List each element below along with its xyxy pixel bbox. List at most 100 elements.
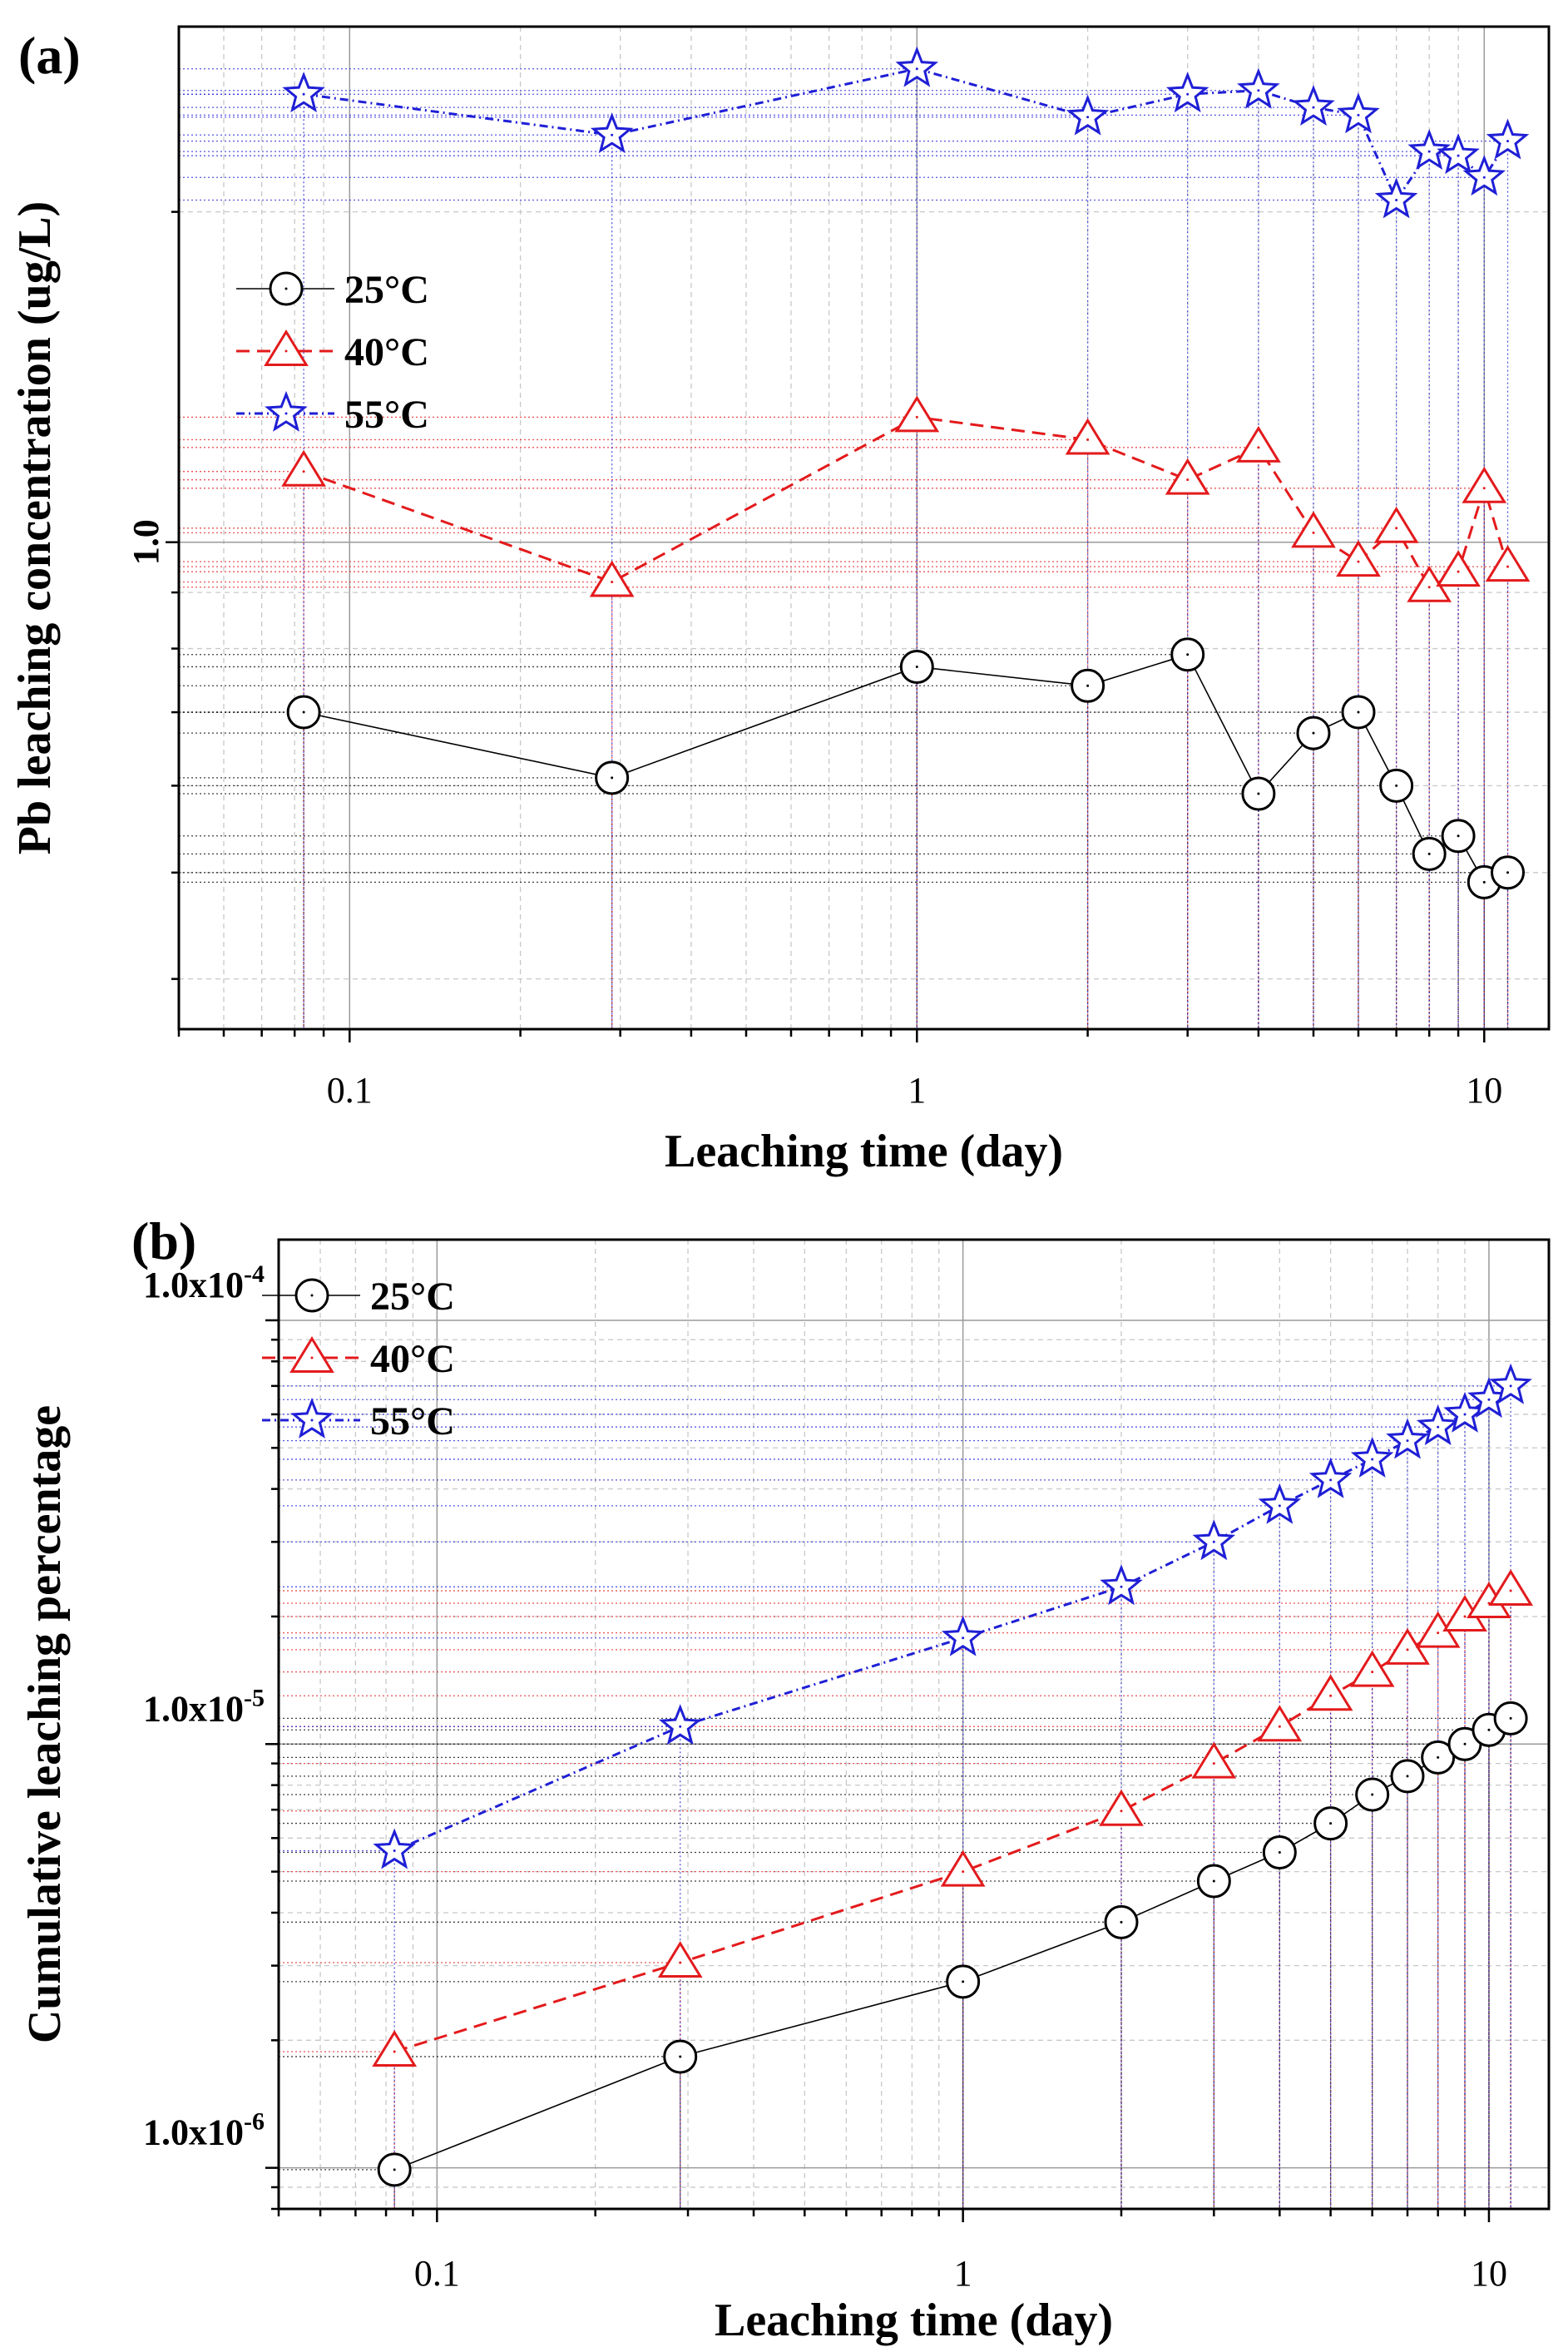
data-point-40c-center: [611, 580, 614, 583]
data-point-40c: [940, 1849, 986, 1887]
grid-lines: [179, 27, 1549, 1029]
data-point-40c-center: [1312, 531, 1315, 534]
data-point-55c-center: [1482, 176, 1486, 179]
data-point-55c: [1100, 1564, 1143, 1606]
data-point-25c-center: [1406, 1775, 1409, 1778]
y-tick-label: 1.0x10-5: [143, 1684, 265, 1729]
data-point-40c-center: [1357, 560, 1360, 563]
legend-marker-55c: [290, 1397, 334, 1438]
data-point-40c: [281, 449, 326, 487]
data-point-40c-center: [1457, 570, 1460, 573]
data-point-55c: [1237, 67, 1280, 109]
series-line-55c: [393, 1384, 1511, 1852]
data-point-40c: [1165, 458, 1210, 495]
data-point-55c-center: [679, 1725, 682, 1728]
data-point-40c: [1373, 506, 1419, 543]
y-tick-base: 1.0x10: [143, 2112, 244, 2153]
data-point-55c-center: [1357, 113, 1360, 116]
legend-marker-40c: [264, 329, 309, 366]
data-point-55c-center: [1463, 1413, 1467, 1416]
data-point-40c-center: [1482, 487, 1486, 490]
y-tick-label: 1.0x10-4: [143, 1260, 265, 1305]
series-40c: [281, 395, 1531, 602]
data-point-55c-center: [1395, 199, 1398, 202]
data-point-40c-center: [1257, 446, 1260, 449]
legend-marker-25c-center: [310, 1294, 314, 1297]
data-point-40c: [1349, 1650, 1395, 1687]
data-point-25c-center: [1506, 871, 1510, 874]
plot-frame: [177, 25, 1551, 1031]
x-tick-label: 0.1: [414, 2253, 460, 2294]
data-point-55c-center: [1371, 1458, 1374, 1461]
data-point-25c-center: [1482, 880, 1486, 884]
data-point-40c: [1065, 418, 1110, 455]
data-point-55c: [1407, 129, 1451, 171]
drop-lines: [279, 1385, 1511, 2209]
data-point-25c-center: [915, 665, 918, 668]
data-point-55c-center: [1487, 1398, 1491, 1401]
data-point-40c-center: [962, 1870, 965, 1874]
data-point-40c-center: [1463, 1615, 1467, 1618]
data-point-55c: [1489, 1363, 1532, 1404]
data-point-55c-center: [962, 1636, 965, 1640]
legend-marker-40c-center: [310, 1356, 314, 1359]
chart-panel-a: 0.1 1 10 1.0 (a) Leaching time (day) Pb leachi…: [9, 25, 1551, 1177]
data-point-25c-center: [1212, 1879, 1215, 1883]
chart-panel-b: 0.1 1 101.0x10-61.0x10-51.0x10-4(b)Leachin…: [19, 1211, 1551, 2346]
y-tick-exponent: -6: [244, 2108, 265, 2136]
data-point-55c-center: [1509, 1384, 1512, 1388]
data-point-55c: [1374, 177, 1418, 219]
data-point-55c-center: [1278, 1504, 1281, 1508]
data-point-55c: [895, 46, 939, 87]
data-point-40c-center: [1437, 1632, 1440, 1635]
data-point-55c: [1486, 118, 1530, 160]
data-point-55c: [1308, 1457, 1353, 1498]
drop-lines: [179, 68, 1509, 1029]
data-point-55c: [1066, 94, 1110, 136]
data-point-40c: [1308, 1674, 1353, 1711]
data-point-40c: [1436, 550, 1481, 587]
data-point-25c-center: [611, 776, 614, 780]
data-point-55c: [1192, 1519, 1236, 1561]
data-point-40c-center: [1186, 478, 1190, 482]
data-point-25c-center: [393, 2168, 396, 2171]
data-point-55c-center: [393, 1849, 396, 1853]
data-point-55c: [1462, 155, 1506, 196]
x-axis: 0.1 1 10: [177, 1029, 1502, 1111]
data-point-55c-center: [1329, 1478, 1333, 1482]
data-point-40c: [657, 1940, 703, 1978]
legend-label-40c: 40°C: [344, 330, 429, 374]
y-tick-label: 1.0x10-6: [143, 2108, 265, 2153]
data-point-40c-center: [393, 2050, 396, 2053]
data-point-40c-center: [679, 1961, 682, 1964]
data-point-55c: [1258, 1483, 1302, 1524]
data-point-55c: [282, 72, 325, 113]
data-point-55c: [590, 112, 634, 154]
series-line-25c: [303, 653, 1508, 884]
data-point-40c: [1488, 1569, 1534, 1607]
legend-marker-40c: [289, 1336, 334, 1373]
data-point-25c-center: [1329, 1822, 1333, 1825]
x-tick-label: 10: [1471, 2253, 1507, 2294]
data-point-25c-center: [1395, 784, 1398, 787]
data-point-55c-center: [1120, 1585, 1123, 1588]
data-point-40c: [372, 2030, 418, 2067]
data-point-55c-center: [1212, 1540, 1215, 1543]
x-tick-label: 10: [1466, 1070, 1502, 1111]
data-point-25c-center: [302, 711, 305, 714]
series-line-25c: [393, 1717, 1511, 2171]
data-point-55c: [1350, 1436, 1394, 1478]
y-axis: 1.0: [126, 210, 179, 980]
data-point-25c-center: [1186, 653, 1190, 656]
legend-marker-40c-center: [284, 349, 288, 353]
data-point-55c: [1386, 1418, 1429, 1459]
series-55c: [373, 1363, 1532, 1869]
data-point-55c: [1292, 85, 1335, 126]
legend-label-25c: 25°C: [370, 1275, 455, 1319]
data-point-25c-center: [1437, 1755, 1440, 1759]
x-axis-label: Leaching time (day): [665, 1126, 1063, 1177]
legend-marker-55c-center: [284, 412, 288, 415]
legend: 25°C 40°C 55°C: [236, 268, 429, 437]
legend-label-55c: 55°C: [344, 393, 429, 437]
legend-marker-55c-center: [310, 1419, 314, 1422]
